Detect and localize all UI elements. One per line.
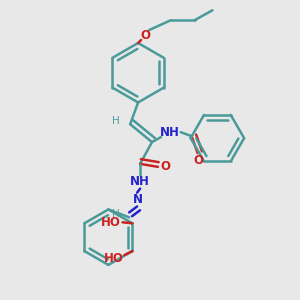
Text: O: O xyxy=(140,28,150,42)
Text: O: O xyxy=(161,160,171,173)
Text: H: H xyxy=(112,116,120,126)
Text: HO: HO xyxy=(104,253,124,266)
Text: HO: HO xyxy=(101,216,121,229)
Text: O: O xyxy=(194,154,203,167)
Text: NH: NH xyxy=(130,175,150,188)
Text: H: H xyxy=(112,209,120,219)
Text: NH: NH xyxy=(160,126,180,139)
Text: N: N xyxy=(133,193,143,206)
